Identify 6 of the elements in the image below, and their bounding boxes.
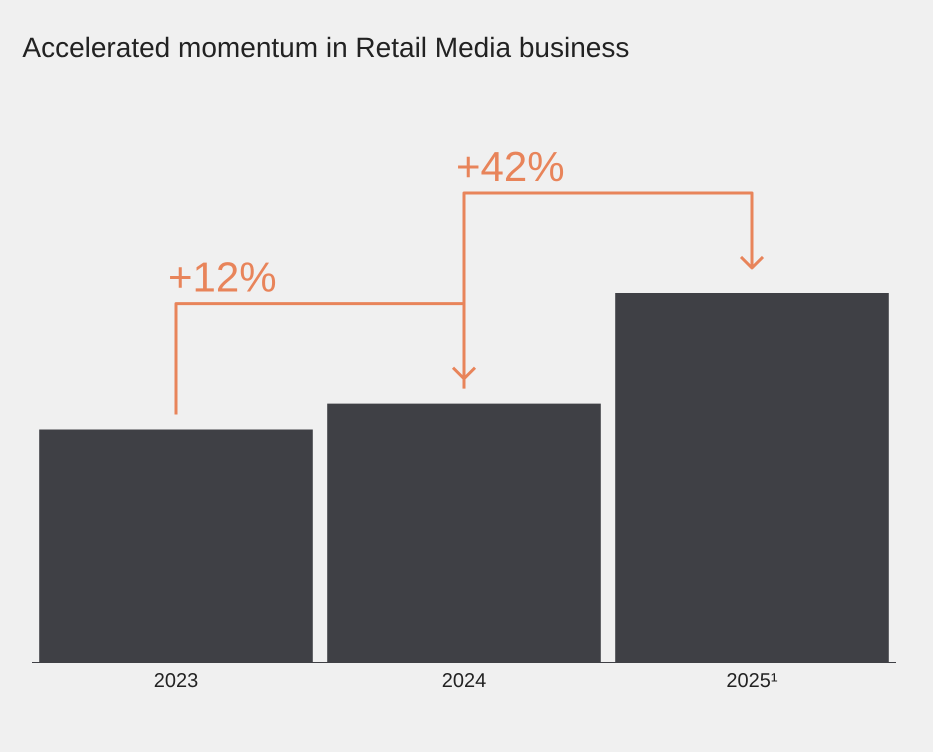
x-tick-label: 2025¹ [726, 670, 778, 692]
x-tick-label: 2023 [154, 670, 198, 692]
text: +42% [456, 142, 565, 190]
x-tick-label: 2024 [442, 670, 486, 692]
annotation: +12% [168, 254, 277, 301]
chart-title: Accelerated momentum in Retail Media business [22, 32, 630, 64]
